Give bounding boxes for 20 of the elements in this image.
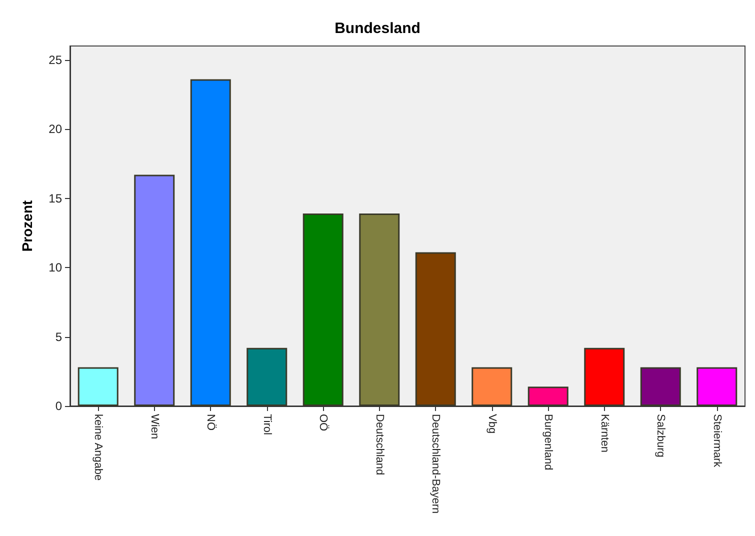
y-tick-label: 15 <box>48 191 62 206</box>
x-tick-label: Burgenland <box>542 414 554 470</box>
x-tick-label: Kärnten <box>598 414 610 453</box>
x-tick-label: Wien <box>148 414 160 440</box>
y-tick-label: 5 <box>55 330 62 344</box>
y-tick-label: 0 <box>55 399 62 413</box>
chart-title: Bundesland <box>334 20 420 37</box>
x-tick-label: Salzburg <box>654 414 667 458</box>
x-tick-label: Deutschland <box>373 414 386 476</box>
x-tick-label: Deutschland-Bayern <box>430 414 442 514</box>
x-tick-label: keine Angabe <box>92 414 104 481</box>
x-tick-label: Steiermark <box>710 414 723 468</box>
y-tick-label: 25 <box>48 52 62 67</box>
y-tick-label: 20 <box>48 122 62 136</box>
x-tick-label: Tirol <box>260 414 273 435</box>
y-axis-title: Prozent <box>19 200 35 252</box>
x-tick-label: NÖ <box>204 414 218 431</box>
x-tick-label: OÖ <box>317 414 330 432</box>
y-tick-label: 10 <box>48 260 62 275</box>
x-tick-label: Vbg <box>486 414 498 434</box>
